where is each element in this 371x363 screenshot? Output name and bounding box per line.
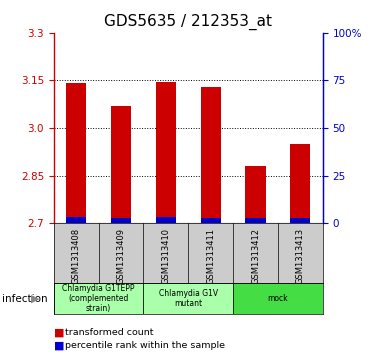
Bar bbox=[290, 217, 311, 223]
Text: ■: ■ bbox=[54, 327, 64, 337]
Text: ▶: ▶ bbox=[31, 294, 39, 303]
Title: GDS5635 / 212353_at: GDS5635 / 212353_at bbox=[104, 14, 272, 30]
Text: GSM1313413: GSM1313413 bbox=[296, 228, 305, 284]
Bar bbox=[111, 217, 131, 223]
Bar bbox=[111, 106, 131, 223]
Text: infection: infection bbox=[2, 294, 47, 303]
Text: Chlamydia G1V
mutant: Chlamydia G1V mutant bbox=[159, 289, 218, 308]
Bar bbox=[156, 82, 176, 223]
Text: transformed count: transformed count bbox=[65, 328, 154, 337]
Text: GSM1313412: GSM1313412 bbox=[251, 228, 260, 284]
Bar bbox=[201, 217, 221, 223]
Text: GSM1313411: GSM1313411 bbox=[206, 228, 215, 284]
Text: percentile rank within the sample: percentile rank within the sample bbox=[65, 341, 225, 350]
Bar bbox=[66, 83, 86, 223]
Bar bbox=[54, 283, 144, 314]
Bar bbox=[246, 166, 266, 223]
Bar bbox=[290, 144, 311, 223]
Text: GSM1313408: GSM1313408 bbox=[72, 228, 81, 284]
Bar bbox=[246, 217, 266, 223]
Text: mock: mock bbox=[267, 294, 288, 303]
Bar bbox=[201, 87, 221, 223]
Text: GSM1313410: GSM1313410 bbox=[161, 228, 170, 284]
Text: Chlamydia G1TEPP
(complemented
strain): Chlamydia G1TEPP (complemented strain) bbox=[62, 284, 135, 314]
Bar bbox=[233, 283, 323, 314]
Bar bbox=[66, 217, 86, 223]
Text: GSM1313409: GSM1313409 bbox=[116, 228, 125, 284]
Text: ■: ■ bbox=[54, 340, 64, 351]
Bar bbox=[156, 217, 176, 223]
Bar bbox=[144, 283, 233, 314]
